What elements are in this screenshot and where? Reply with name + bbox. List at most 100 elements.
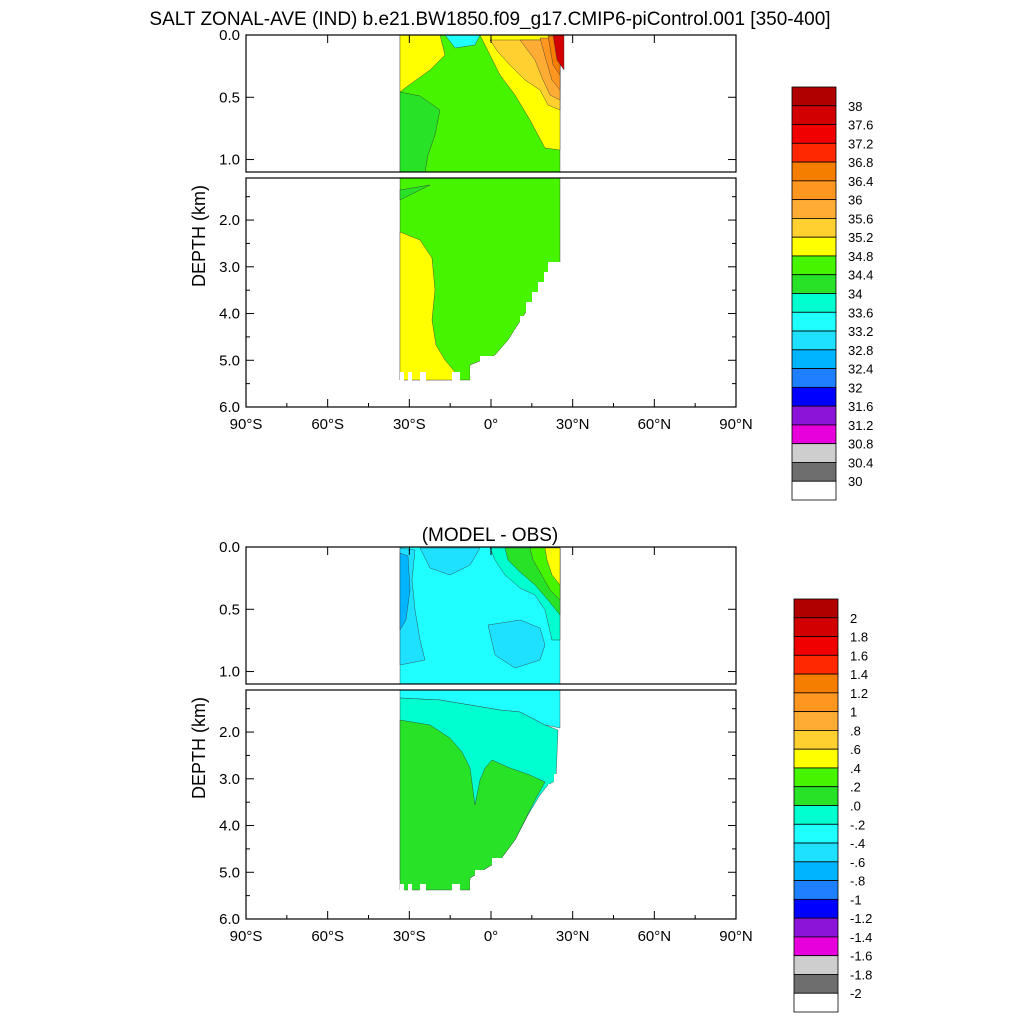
panel-title: (MODEL - OBS) bbox=[422, 525, 559, 546]
bathymetry-mask bbox=[408, 883, 412, 919]
bathymetry-mask bbox=[460, 893, 736, 919]
x-tick-label: 90°S bbox=[230, 928, 263, 945]
colorbar-label: -.6 bbox=[850, 855, 865, 870]
main-title: SALT ZONAL-AVE (IND) b.e21.BW1850.f09_g1… bbox=[149, 9, 830, 30]
x-tick-label: 30°S bbox=[393, 928, 426, 945]
bathymetry-mask bbox=[470, 774, 560, 892]
x-tick-label: 0° bbox=[484, 928, 498, 945]
colorbar-swatch bbox=[793, 917, 839, 938]
colorbar-swatch bbox=[791, 105, 837, 125]
colorbar-label: 37.6 bbox=[848, 118, 873, 133]
colorbar-swatch bbox=[791, 142, 837, 163]
y-tick-label: 1.0 bbox=[219, 664, 240, 681]
colorbar-swatch bbox=[791, 161, 837, 182]
colorbar-label: 34.4 bbox=[848, 268, 873, 283]
colorbar-swatch bbox=[791, 236, 837, 257]
colorbar-swatch bbox=[791, 480, 837, 501]
bathymetry-mask bbox=[452, 371, 460, 407]
x-tick-label: 90°N bbox=[719, 416, 753, 433]
colorbar-swatch bbox=[793, 692, 839, 713]
y-tick-label: 6.0 bbox=[219, 399, 240, 416]
colorbar-label: 35.6 bbox=[848, 211, 873, 226]
colorbar-swatch bbox=[793, 805, 839, 825]
colorbar-swatch bbox=[793, 955, 839, 975]
bottom-panel: (MODEL - OBS)0.00.51.02.03.04.05.06.090°… bbox=[189, 525, 753, 945]
colorbar-swatch bbox=[793, 974, 839, 994]
y-tick-label: 0.0 bbox=[219, 27, 240, 44]
colorbar-swatch bbox=[793, 617, 839, 637]
colorbar-label: -1.8 bbox=[850, 967, 872, 982]
y-tick-label: 4.0 bbox=[219, 306, 240, 323]
colorbar-swatch bbox=[791, 443, 837, 463]
colorbar-swatch bbox=[793, 898, 839, 919]
colorbar-swatch bbox=[791, 462, 837, 482]
colorbar-label: 30.4 bbox=[848, 455, 873, 470]
colorbar-label: 2 bbox=[850, 611, 857, 626]
colorbar-label: 31.6 bbox=[848, 399, 873, 414]
colorbar-swatch bbox=[791, 218, 837, 238]
colorbar-swatch bbox=[793, 786, 839, 806]
colorbar-swatch bbox=[791, 386, 837, 407]
colorbar-swatch bbox=[793, 861, 839, 881]
colorbar-swatch bbox=[793, 711, 839, 731]
y-tick-label: 2.0 bbox=[219, 212, 240, 229]
colorbar-swatch bbox=[791, 405, 837, 426]
colorbar-label: .6 bbox=[850, 742, 861, 757]
y-tick-label: 6.0 bbox=[219, 911, 240, 928]
colorbar-swatch bbox=[793, 598, 839, 619]
colorbar-swatch bbox=[791, 180, 837, 201]
colorbar-swatch bbox=[791, 199, 837, 219]
colorbar-label: 1.6 bbox=[850, 648, 868, 663]
x-tick-label: 60°S bbox=[311, 416, 344, 433]
x-tick-label: 0° bbox=[484, 416, 498, 433]
colorbar-swatch bbox=[793, 748, 839, 769]
colorbar-label: -1.4 bbox=[850, 930, 872, 945]
colorbar-swatch bbox=[793, 636, 839, 656]
colorbar-swatch bbox=[791, 424, 837, 445]
bathymetry-mask bbox=[460, 381, 736, 407]
colorbar-label: 1 bbox=[850, 705, 857, 720]
colorbar-label: 31.2 bbox=[848, 418, 873, 433]
colorbar-swatch bbox=[793, 936, 839, 957]
colorbar-label: 32.8 bbox=[848, 343, 873, 358]
colorbar-label: 1.8 bbox=[850, 630, 868, 645]
colorbar-label: -1 bbox=[850, 892, 862, 907]
y-tick-label: 3.0 bbox=[219, 771, 240, 788]
colorbar-label: 30.8 bbox=[848, 437, 873, 452]
colorbar-swatch bbox=[791, 274, 837, 294]
contour-region bbox=[552, 35, 565, 71]
y-tick-label: 5.0 bbox=[219, 352, 240, 369]
bathymetry-mask bbox=[420, 371, 426, 407]
y-tick-label: 4.0 bbox=[219, 818, 240, 835]
y-axis-label: DEPTH (km) bbox=[189, 185, 209, 287]
colorbar-swatch bbox=[791, 293, 837, 313]
colorbar-swatch bbox=[791, 311, 837, 332]
colorbar-label: 33.6 bbox=[848, 305, 873, 320]
bathymetry-mask bbox=[400, 371, 404, 407]
contour-region bbox=[487, 619, 546, 669]
bathymetry-mask bbox=[452, 883, 460, 919]
y-tick-label: 0.5 bbox=[219, 89, 240, 106]
colorbar-label: 35.2 bbox=[848, 230, 873, 245]
colorbar-label: 1.2 bbox=[850, 686, 868, 701]
colorbar-label: 32 bbox=[848, 380, 862, 395]
x-tick-label: 60°S bbox=[311, 928, 344, 945]
colorbar-label: 36.4 bbox=[848, 174, 873, 189]
colorbar-swatch bbox=[793, 654, 839, 675]
colorbar-swatch bbox=[793, 992, 839, 1013]
x-tick-label: 90°N bbox=[719, 928, 753, 945]
colorbar-swatch bbox=[793, 823, 839, 844]
colorbar-label: 36 bbox=[848, 193, 862, 208]
colorbar-swatch bbox=[791, 124, 837, 144]
colorbar-label: .4 bbox=[850, 761, 861, 776]
colorbar-label: -2 bbox=[850, 986, 862, 1001]
y-tick-label: 5.0 bbox=[219, 864, 240, 881]
colorbar-label: 33.2 bbox=[848, 324, 873, 339]
colorbar-label: .8 bbox=[850, 723, 861, 738]
colorbar-label: -.8 bbox=[850, 874, 865, 889]
colorbar-label: -1.6 bbox=[850, 949, 872, 964]
colorbar-label: 1.4 bbox=[850, 667, 868, 682]
top-panel: 0.0 0.5 1.0 2.0 3.0 4.0 5.0 6.090°S 60°S 30°S 0° 30… bbox=[189, 27, 753, 433]
x-tick-label: 30°S bbox=[393, 416, 426, 433]
